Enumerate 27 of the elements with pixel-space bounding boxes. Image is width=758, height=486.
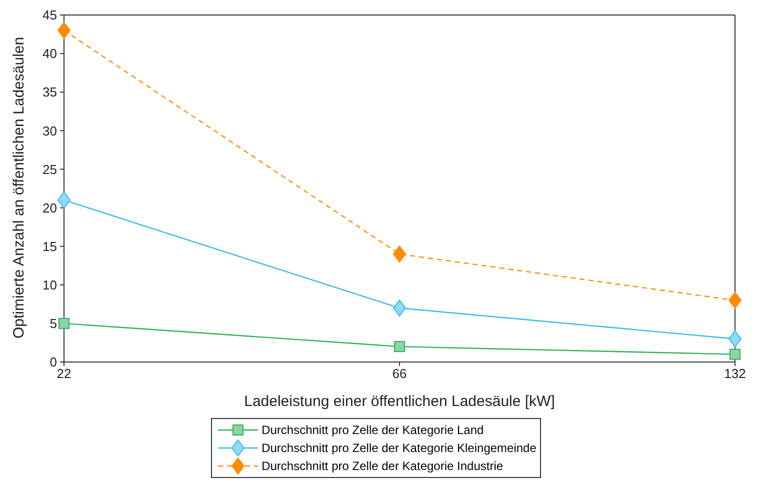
y-tick-label: 40 bbox=[42, 46, 57, 62]
point bbox=[730, 348, 740, 360]
point bbox=[728, 292, 742, 309]
point bbox=[58, 318, 70, 329]
point bbox=[393, 300, 406, 317]
y-axis-title: Optimierte Anzahl an öffentlichen Ladesäulen bbox=[10, 36, 28, 338]
y-tick-label: 45 bbox=[42, 8, 57, 23]
y-tick-label: 35 bbox=[42, 84, 57, 100]
y-tick-label: 25 bbox=[42, 162, 57, 177]
x-tick-label: 22 bbox=[56, 366, 72, 382]
x-axis-title: Ladeleistung einer öffentlichen Ladesäule [kW] bbox=[244, 393, 555, 410]
y-tick-label: 15 bbox=[42, 238, 57, 254]
point bbox=[58, 192, 70, 209]
point bbox=[393, 246, 406, 263]
legend-label: Durchschnitt pro Zelle der Kategorie Land bbox=[262, 423, 484, 437]
x-tick-label: 66 bbox=[392, 366, 407, 382]
x-tick-label: 132 bbox=[724, 366, 746, 382]
y-tick-label: 30 bbox=[42, 123, 57, 138]
y-tick-label: 20 bbox=[42, 200, 57, 216]
point bbox=[58, 22, 70, 39]
y-tick-label: 10 bbox=[42, 278, 57, 293]
legend-label: Durchschnitt pro Zelle der Kategorie Kleingemeinde bbox=[262, 441, 536, 455]
point bbox=[728, 330, 742, 348]
point bbox=[394, 341, 405, 352]
y-tick-label: 5 bbox=[50, 316, 57, 332]
legend-label: Durchschnitt pro Zelle der Kategorie Industrie bbox=[262, 459, 504, 473]
y-tick-label: 0 bbox=[50, 354, 57, 370]
